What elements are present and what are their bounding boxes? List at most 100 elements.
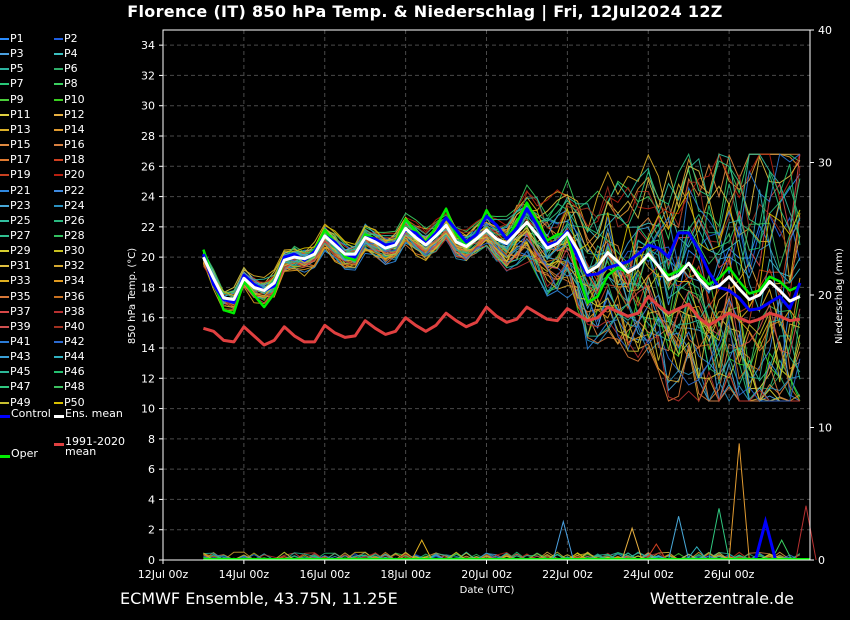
legend-item-p19: P19 [0,168,31,181]
legend-label: P47 [10,380,31,394]
legend-swatch [0,310,9,313]
legend-swatch [54,265,63,268]
legend-item-p46: P46 [54,365,85,378]
precip-spike [621,526,643,561]
legend-label: P19 [10,168,31,182]
legend-swatch [54,442,64,446]
legend-item-p17: P17 [0,153,31,166]
legend-swatch [0,189,9,192]
legend-swatch [0,113,9,116]
legend-swatch [0,414,10,418]
legend-swatch [0,454,10,458]
y-tick-label-right: 0 [818,554,825,567]
y-tick-label: 10 [141,403,155,416]
legend-label: P13 [10,122,31,136]
series-p38 [202,235,800,403]
legend-swatch [54,98,63,101]
y-tick-label: 20 [141,251,155,264]
legend-item-p11: P11 [0,108,31,121]
legend-item-p24: P24 [54,199,85,212]
legend-swatch [54,234,63,237]
legend-label: P36 [64,289,85,303]
legend-swatch [0,280,9,283]
legend-swatch [54,189,63,192]
legend-label: P40 [64,319,85,333]
legend-swatch [0,250,9,253]
legend-swatch [0,53,9,56]
legend-swatch [54,414,64,418]
legend-swatch [0,98,9,101]
y-tick-label: 28 [141,130,155,143]
legend-label: P6 [64,62,78,76]
y-tick-label: 4 [148,493,155,506]
y-tick-label: 24 [141,191,155,204]
legend-label: P5 [10,62,24,76]
legend-swatch [0,325,9,328]
legend-swatch [54,386,63,389]
series-p43 [202,205,801,321]
legend-label: P14 [64,122,85,136]
series-p48 [202,209,801,296]
y-tick-label: 18 [141,281,155,294]
footer-source: ECMWF Ensemble, 43.75N, 11.25E [120,589,398,608]
legend-item-p26: P26 [54,214,85,227]
legend-swatch [0,144,9,147]
x-tick-label: 16Jul 00z [299,568,350,581]
legend-swatch [0,174,9,177]
legend-item-p27: P27 [0,229,31,242]
legend-label: P42 [64,335,85,348]
series-climate-mean [202,295,801,347]
legend-label: P49 [10,395,31,409]
legend-label: P27 [10,228,31,242]
legend-label: P44 [64,350,85,364]
legend-label: P26 [64,213,85,227]
legend-item-p9: P9 [0,93,24,106]
legend-item-p50: P50 [54,396,85,409]
legend-item-p5: P5 [0,62,24,75]
legend-swatch [54,325,63,328]
legend-label: P1 [10,32,24,45]
y-axis-label: 850 hPa Temp. (°C) [127,248,138,344]
legend-item-p21: P21 [0,184,31,197]
legend-item-p15: P15 [0,138,31,151]
series-p42 [202,232,801,402]
y-tick-label: 0 [148,554,155,567]
legend-swatch [0,295,9,298]
legend-label: P32 [64,259,85,273]
legend-swatch [54,204,63,207]
y-tick-label: 6 [148,463,155,476]
legend-label: P23 [10,198,31,212]
precip-spike [686,545,708,561]
legend-label: P16 [64,138,85,152]
legend-swatch [0,265,9,268]
legend-item-p40: P40 [54,320,85,333]
legend-item-p29: P29 [0,244,31,257]
legend-swatch [54,371,63,374]
legend-item-p8: P8 [54,77,78,90]
legend-swatch [0,38,9,40]
y-tick-label-right: 30 [818,157,832,170]
legend-item-p48: P48 [54,380,85,393]
legend-item-p6: P6 [54,62,78,75]
legend-label: P35 [10,289,31,303]
chart-title: Florence (IT) 850 hPa Temp. & Niederschl… [127,2,723,21]
legend-swatch [54,174,63,177]
grid [162,30,810,561]
legend-item-p7: P7 [0,77,24,90]
y-tick-label-right: 10 [818,422,832,435]
legend-label: P9 [10,92,24,106]
series-p41 [202,153,801,298]
footer-brand[interactable]: Wetterzentrale.de [649,589,794,608]
legend-item-control: Control [0,408,51,422]
x-axis-label: Date (UTC) [460,585,515,596]
x-tick-label: 26Jul 00z [704,568,755,581]
legend-swatch [54,310,63,313]
legend-item-p16: P16 [54,138,85,151]
y-tick-label: 2 [148,524,155,537]
legend: P1 P2 P3 P4 P5 P6 P7 P8 P9 P10 P11 P12 P13 P14 P15 P16 P… [0,32,135,472]
precip-spike [753,515,778,561]
legend-item-oper: Oper [0,448,38,462]
legend-item-p10: P10 [54,93,85,106]
x-tick-label: 24Jul 00z [623,568,674,581]
